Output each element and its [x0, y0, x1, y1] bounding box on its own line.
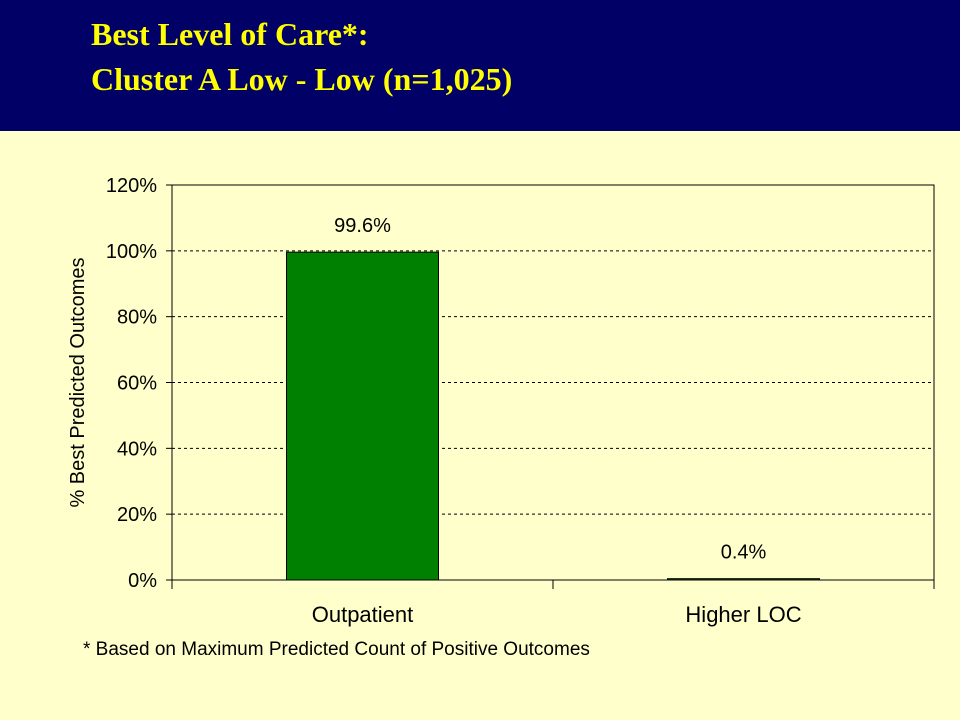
- bar: [286, 251, 439, 581]
- y-tick-label: 60%: [117, 373, 157, 395]
- bar-chart: 0% 20% 40% 60% 80% 100% 120% 99.6% Outpatient 0.4…: [67, 175, 935, 627]
- title-banner: Best Level of Care*: Cluster A Low - Low…: [0, 0, 960, 131]
- y-tick-label: 80%: [117, 307, 157, 329]
- y-tick-label: 100%: [106, 241, 157, 263]
- x-category-label: Outpatient: [312, 602, 414, 627]
- y-tick-label: 0%: [128, 570, 157, 592]
- footnote: * Based on Maximum Predicted Count of Po…: [83, 639, 590, 660]
- y-tick-label: 40%: [117, 438, 157, 460]
- y-tick-label: 20%: [117, 504, 157, 526]
- x-category-label: Higher LOC: [685, 602, 801, 627]
- slide-title-line-2: Cluster A Low - Low (n=1,025): [91, 61, 513, 97]
- bar: [667, 578, 820, 581]
- slide-title-line-1: Best Level of Care*:: [91, 16, 369, 52]
- data-label: 99.6%: [334, 215, 391, 237]
- y-tick-label: 120%: [106, 175, 157, 197]
- data-label: 0.4%: [721, 542, 767, 564]
- y-axis-title: % Best Predicted Outcomes: [67, 257, 89, 507]
